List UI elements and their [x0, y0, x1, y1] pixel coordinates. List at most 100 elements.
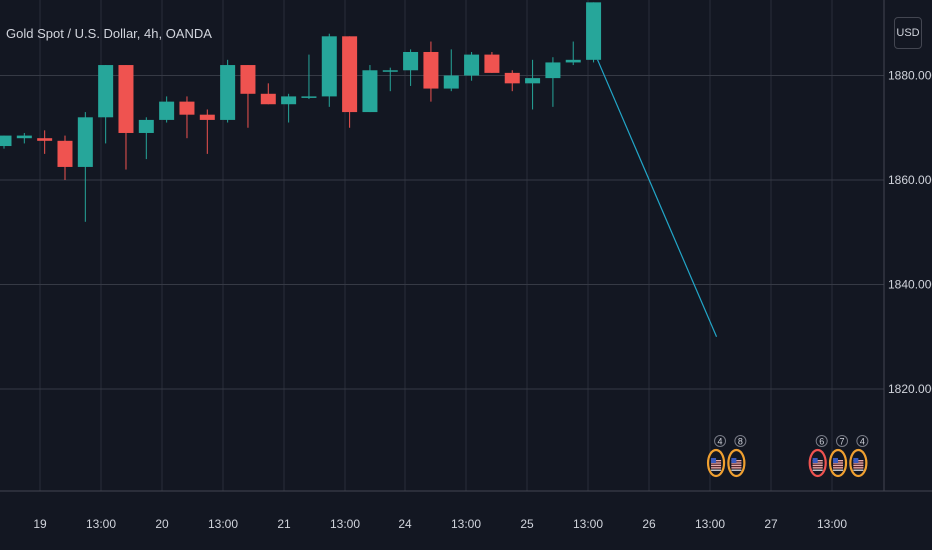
candle — [403, 49, 419, 86]
economic-event-flag[interactable]: 6 — [808, 435, 828, 478]
economic-event-flag[interactable]: 7 — [828, 435, 849, 478]
x-tick-label: 27 — [764, 517, 778, 531]
candle-body — [159, 101, 175, 120]
candle-body — [240, 65, 256, 94]
candle-body — [220, 65, 236, 120]
economic-event-flag[interactable]: 8 — [727, 435, 747, 478]
event-count-badge — [856, 435, 869, 447]
us-flag-stripe — [731, 467, 742, 469]
candle — [586, 2, 602, 63]
candle-body — [321, 36, 337, 97]
candle — [342, 36, 358, 128]
candle — [525, 59, 541, 110]
candle — [423, 41, 439, 102]
event-count: 6 — [819, 437, 824, 447]
us-flag-stripe — [833, 467, 844, 469]
candle — [179, 96, 195, 139]
projection-line — [597, 59, 718, 337]
candle-body — [118, 65, 134, 133]
us-flag-red — [833, 460, 844, 469]
y-tick-label: 1840.000 — [888, 278, 932, 292]
x-tick-label: 13:00 — [86, 517, 116, 531]
candle — [240, 65, 256, 128]
us-flag-stripe — [812, 469, 823, 471]
us-flag-canton — [711, 458, 717, 463]
candle — [37, 130, 53, 154]
event-count: 4 — [718, 437, 723, 447]
candle — [118, 65, 134, 170]
symbol-title: Gold Spot / U.S. Dollar, 4h, OANDA — [6, 26, 212, 41]
event-count-badge — [714, 435, 727, 447]
us-flag-stripe — [711, 464, 722, 466]
candle — [260, 83, 276, 105]
x-tick-label: 13:00 — [573, 517, 603, 531]
event-count-badge — [815, 435, 828, 447]
candle-body — [525, 78, 541, 84]
candle — [0, 135, 12, 149]
us-flag-stripe — [853, 469, 864, 471]
candle — [220, 59, 236, 123]
candle-body — [0, 135, 12, 147]
candle-body — [179, 101, 195, 115]
candle-body — [138, 119, 154, 133]
event-count: 7 — [840, 437, 845, 447]
candle-body — [301, 96, 317, 98]
candle-body — [504, 72, 520, 84]
event-count-badge — [836, 435, 849, 447]
candle — [382, 67, 398, 92]
us-flag-stripe — [833, 469, 844, 471]
candle-body — [443, 75, 459, 89]
candle — [484, 51, 500, 73]
us-flag-canton — [812, 458, 818, 463]
candle-body — [362, 70, 378, 113]
us-flag-red — [853, 460, 864, 469]
y-tick-label: 1860.000 — [888, 173, 932, 187]
candle — [565, 41, 581, 66]
x-tick-label: 13:00 — [695, 517, 725, 531]
candle-body — [484, 54, 500, 73]
candle — [98, 65, 114, 144]
candle — [301, 54, 317, 100]
candle-body — [565, 59, 581, 63]
candle-body — [342, 36, 358, 113]
candle-body — [382, 70, 398, 72]
x-tick-label: 21 — [277, 517, 291, 531]
projection-line-segment — [597, 59, 718, 337]
candle-body — [57, 140, 73, 167]
candle-body — [199, 114, 215, 120]
candle-body — [16, 135, 32, 139]
us-flag-stripe — [853, 464, 864, 466]
candle-body — [98, 65, 114, 118]
candle — [281, 93, 297, 123]
x-tick-label: 13:00 — [817, 517, 847, 531]
event-count: 4 — [860, 437, 865, 447]
us-flag-stripe — [711, 467, 722, 469]
candle-body — [260, 93, 276, 105]
candles — [0, 2, 602, 222]
candle — [362, 65, 378, 113]
economic-event-flag[interactable]: 4 — [849, 435, 869, 478]
x-tick-label: 13:00 — [330, 517, 360, 531]
candle — [321, 33, 337, 107]
currency-button[interactable]: USD — [894, 17, 922, 49]
x-tick-label: 19 — [33, 517, 47, 531]
us-flag-red — [731, 460, 742, 469]
us-flag-canton — [731, 458, 737, 463]
candle-body — [403, 51, 419, 71]
candle — [545, 57, 561, 107]
candle-body — [37, 138, 53, 141]
candle-body — [423, 51, 439, 89]
economic-events[interactable]: 4 8 6 7 4 — [706, 435, 869, 478]
us-flag-stripe — [731, 469, 742, 471]
economic-event-flag[interactable]: 4 — [706, 435, 727, 478]
x-axis-tick-labels: 19 13:00 20 13:00 21 13:00 24 13:00 25 13:00 26 13:… — [33, 517, 847, 531]
candle-body — [545, 62, 561, 79]
us-flag-stripe — [833, 464, 844, 466]
event-count: 8 — [738, 437, 743, 447]
y-tick-label: 1820.000 — [888, 382, 932, 396]
candle — [159, 96, 175, 123]
us-flag-red — [812, 460, 823, 469]
us-flag-stripe — [711, 469, 722, 471]
x-tick-label: 20 — [155, 517, 169, 531]
